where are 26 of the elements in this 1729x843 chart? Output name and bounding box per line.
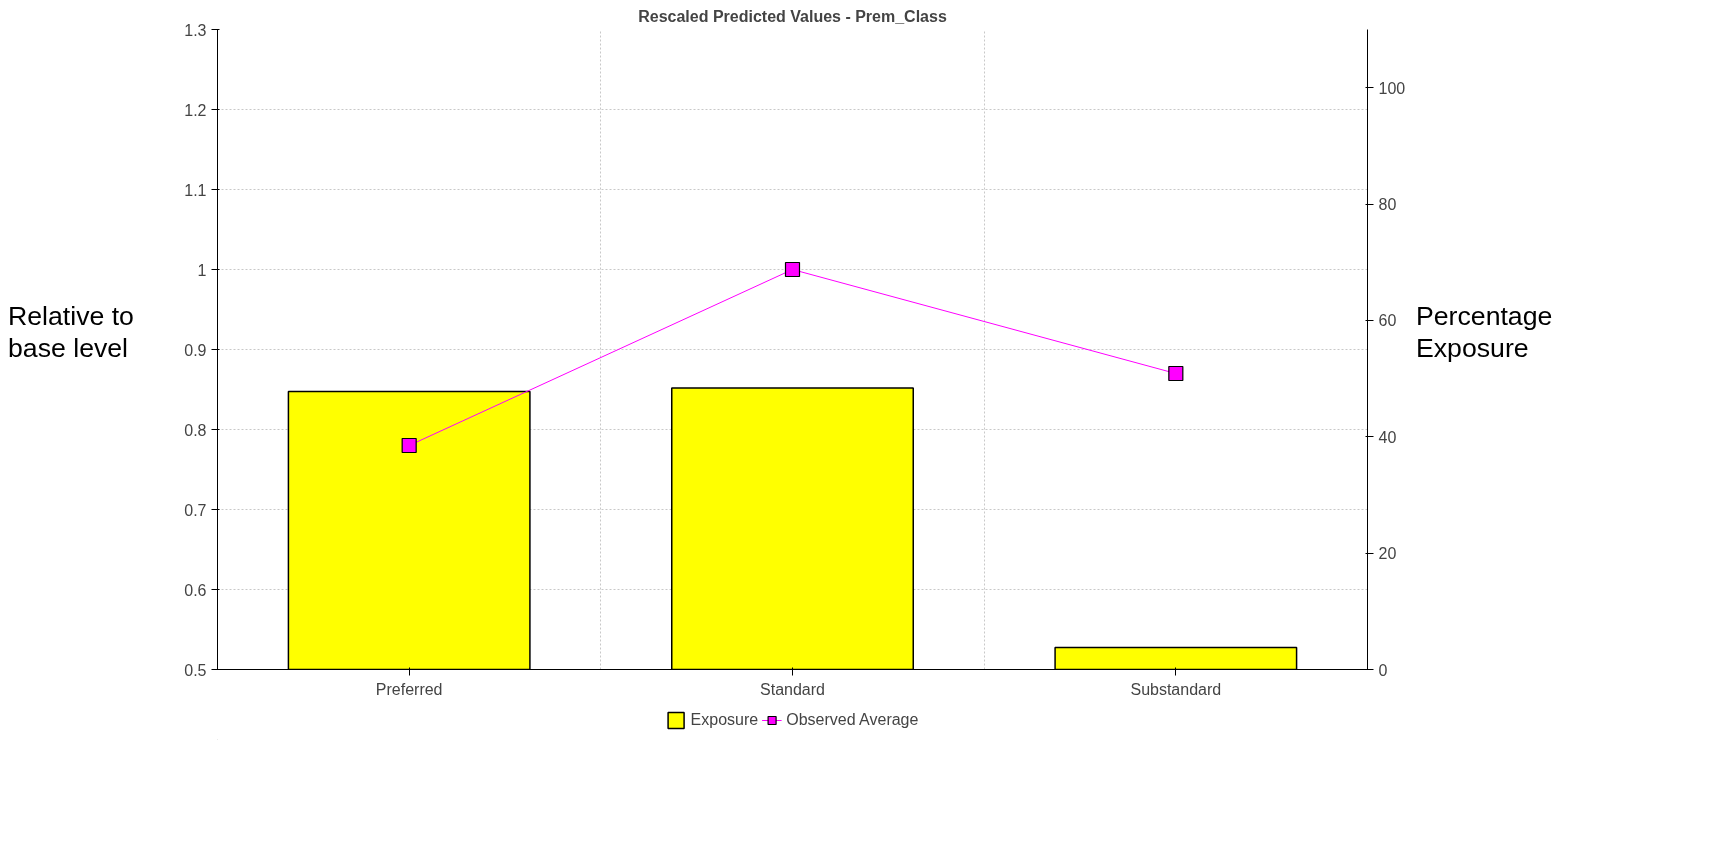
chart-title: Rescaled Predicted Values - Prem_Class — [638, 7, 947, 25]
y2-tick-label: 100 — [1378, 79, 1406, 97]
y2-tick-label: 80 — [1378, 196, 1397, 214]
y-tick-label: 0.6 — [184, 581, 207, 599]
y-tick-label: 1.2 — [184, 101, 207, 119]
y-tick-label: 0.8 — [184, 421, 207, 439]
y2-tick-label: 0 — [1378, 661, 1388, 679]
x-tick-label: Preferred — [375, 680, 443, 698]
point — [1168, 365, 1184, 382]
point — [784, 261, 801, 278]
legend-label: Observed Average — [786, 711, 919, 729]
x-tick-label: Substandard — [1130, 680, 1222, 698]
y2-tick-label: 60 — [1378, 312, 1397, 330]
legend-label: Exposure — [690, 711, 759, 729]
y-tick-label: 0.9 — [184, 341, 207, 359]
y-tick-label: 0.5 — [184, 661, 207, 679]
y2-tick-label: 40 — [1378, 428, 1397, 446]
point — [401, 437, 417, 454]
y-tick-label: 0.7 — [184, 501, 207, 519]
y-tick-label: 1.1 — [184, 181, 207, 199]
y2-axis-title: Percentage Exposure — [1416, 300, 1554, 364]
y-axis-title: Relative to base level — [8, 300, 135, 364]
y2-tick-label: 20 — [1378, 545, 1397, 563]
y-tick-label: 1 — [197, 261, 207, 279]
y-tick-label: 1.3 — [184, 21, 207, 39]
x-tick-label: Standard — [760, 680, 825, 698]
